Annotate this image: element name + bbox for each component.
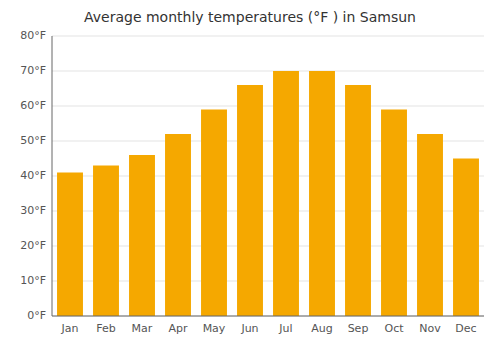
grid-line — [52, 316, 484, 317]
bar — [309, 71, 335, 316]
x-axis — [52, 316, 484, 317]
bar — [165, 134, 191, 316]
y-tick-label: 60°F — [20, 99, 46, 112]
bar — [201, 110, 227, 317]
y-tick-label: 80°F — [20, 29, 46, 42]
x-tick-label: Dec — [455, 322, 476, 335]
bar — [417, 134, 443, 316]
bar — [345, 85, 371, 316]
x-tick-label: Apr — [168, 322, 188, 335]
x-tick-label: Jun — [240, 322, 258, 335]
title: Average monthly temperatures (°F ) in Sa… — [84, 9, 416, 25]
chart: 0°F 10°F 20°F 30°F 40°F 50°F 60°F 70°F 80°F Jan Fe… — [0, 0, 500, 350]
grid-line — [52, 36, 484, 37]
x-tick-label: Mar — [132, 322, 153, 335]
y-tick-label: 70°F — [20, 64, 46, 77]
y-tick-label: 20°F — [20, 239, 46, 252]
x-tick-label: Jul — [278, 322, 292, 335]
bar — [93, 166, 119, 317]
bar — [273, 71, 299, 316]
grid-line — [52, 106, 484, 107]
grid — [52, 36, 484, 316]
bar — [381, 110, 407, 317]
x-tick-label: May — [203, 322, 226, 335]
y-tick-label: 40°F — [20, 169, 46, 182]
bar — [237, 85, 263, 316]
x-tick-label: Nov — [419, 322, 441, 335]
y-tick-label: 50°F — [20, 134, 46, 147]
x-tick-label: Oct — [384, 322, 404, 335]
bar — [453, 159, 479, 317]
x-tick-label: Aug — [311, 322, 332, 335]
bars — [57, 71, 479, 316]
x-tick-label: Sep — [348, 322, 369, 335]
x-tick-label: Feb — [96, 322, 115, 335]
bar — [57, 173, 83, 317]
y-tick-label: 30°F — [20, 204, 46, 217]
grid-line — [52, 71, 484, 72]
bar — [129, 155, 155, 316]
y-tick-label: 10°F — [20, 274, 46, 287]
x-tick-label: Jan — [61, 322, 79, 335]
y-tick-label: 0°F — [27, 309, 46, 322]
y-axis — [52, 36, 53, 316]
